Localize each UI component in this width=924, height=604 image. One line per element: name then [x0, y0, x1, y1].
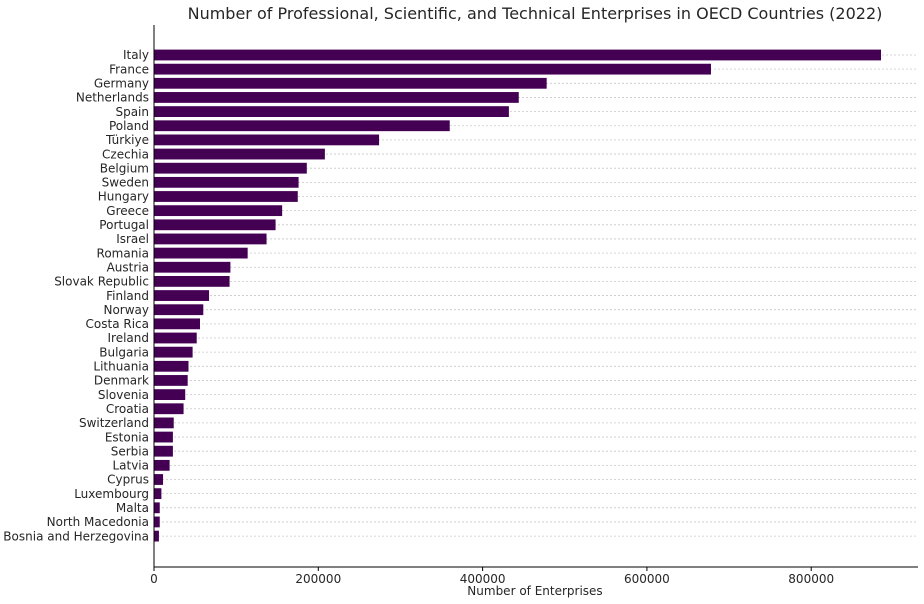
- category-labels: ItalyFranceGermanyNetherlandsSpainPoland…: [3, 48, 149, 543]
- category-label: Netherlands: [76, 91, 149, 105]
- category-label: North Macedonia: [47, 515, 149, 529]
- category-label: Poland: [109, 119, 149, 133]
- category-label: Sweden: [102, 176, 149, 190]
- category-label: Estonia: [105, 430, 149, 444]
- bar-germany: [154, 77, 547, 89]
- category-label: Luxembourg: [74, 487, 149, 501]
- category-label: Serbia: [111, 444, 149, 458]
- category-label: Czechia: [102, 147, 149, 161]
- bar-romania: [154, 247, 248, 259]
- category-label: Switzerland: [79, 416, 149, 430]
- bar-sweden: [154, 176, 299, 188]
- category-label: Croatia: [106, 402, 149, 416]
- category-label: Bulgaria: [99, 345, 149, 359]
- bar-italy: [154, 49, 882, 61]
- bar-israel: [154, 233, 267, 245]
- bar-greece: [154, 205, 283, 217]
- bars: [154, 49, 882, 542]
- x-tick-label: 800000: [788, 572, 834, 586]
- bar-bosnia-and-herzegovina: [154, 530, 159, 542]
- bar-ireland: [154, 332, 197, 344]
- bar-serbia: [154, 445, 173, 457]
- bar-costa-rica: [154, 318, 201, 330]
- bar-austria: [154, 261, 231, 273]
- bar-norway: [154, 304, 204, 316]
- category-label: Italy: [123, 48, 149, 62]
- x-tick-label: 400000: [460, 572, 506, 586]
- bar-switzerland: [154, 417, 174, 429]
- category-label: Malta: [116, 501, 149, 515]
- category-label: Türkiye: [105, 133, 149, 147]
- x-tick-label: 600000: [624, 572, 670, 586]
- category-label: Greece: [106, 204, 149, 218]
- category-label: Costa Rica: [86, 317, 149, 331]
- bar-czechia: [154, 148, 325, 160]
- x-axis-label: Number of Enterprises: [467, 584, 602, 598]
- category-label: Portugal: [99, 218, 149, 232]
- category-label: Bosnia and Herzegovina: [3, 529, 149, 543]
- bar-croatia: [154, 403, 184, 415]
- bar-bulgaria: [154, 346, 193, 358]
- bar-t-rkiye: [154, 134, 380, 146]
- bar-portugal: [154, 219, 276, 231]
- category-label: Norway: [103, 303, 149, 317]
- category-label: Belgium: [100, 161, 149, 175]
- category-label: France: [109, 62, 149, 76]
- chart-title: Number of Professional, Scientific, and …: [188, 4, 883, 23]
- bar-north-macedonia: [154, 516, 160, 528]
- bar-slovak-republic: [154, 276, 230, 287]
- x-ticks: 0 200000 400000 600000 800000: [150, 567, 834, 586]
- category-label: Germany: [94, 77, 149, 91]
- bar-netherlands: [154, 92, 519, 103]
- grid-lines: [154, 54, 918, 537]
- bar-finland: [154, 290, 210, 301]
- bar-estonia: [154, 431, 173, 443]
- category-label: Denmark: [94, 374, 149, 388]
- bar-france: [154, 63, 711, 75]
- category-label: Romania: [97, 246, 149, 260]
- bar-latvia: [154, 459, 170, 471]
- category-label: Spain: [115, 105, 149, 119]
- bar-spain: [154, 106, 509, 117]
- category-label: Finland: [106, 289, 149, 303]
- bar-cyprus: [154, 474, 164, 485]
- bar-belgium: [154, 162, 307, 174]
- bar-hungary: [154, 191, 298, 202]
- bar-lithuania: [154, 360, 189, 372]
- category-label: Israel: [116, 232, 149, 246]
- bar-luxembourg: [154, 488, 162, 500]
- category-label: Slovak Republic: [54, 275, 149, 289]
- category-label: Slovenia: [98, 388, 149, 402]
- bar-malta: [154, 502, 160, 514]
- bar-denmark: [154, 375, 188, 386]
- bar-poland: [154, 120, 450, 132]
- category-label: Latvia: [112, 459, 149, 473]
- bar-slovenia: [154, 389, 186, 400]
- category-label: Cyprus: [107, 473, 149, 487]
- category-label: Ireland: [107, 331, 149, 345]
- x-tick-label: 200000: [295, 572, 341, 586]
- category-label: Lithuania: [93, 360, 149, 374]
- category-label: Austria: [107, 260, 149, 274]
- axes: [153, 25, 918, 568]
- x-tick-label: 0: [150, 572, 158, 586]
- category-label: Hungary: [98, 190, 149, 204]
